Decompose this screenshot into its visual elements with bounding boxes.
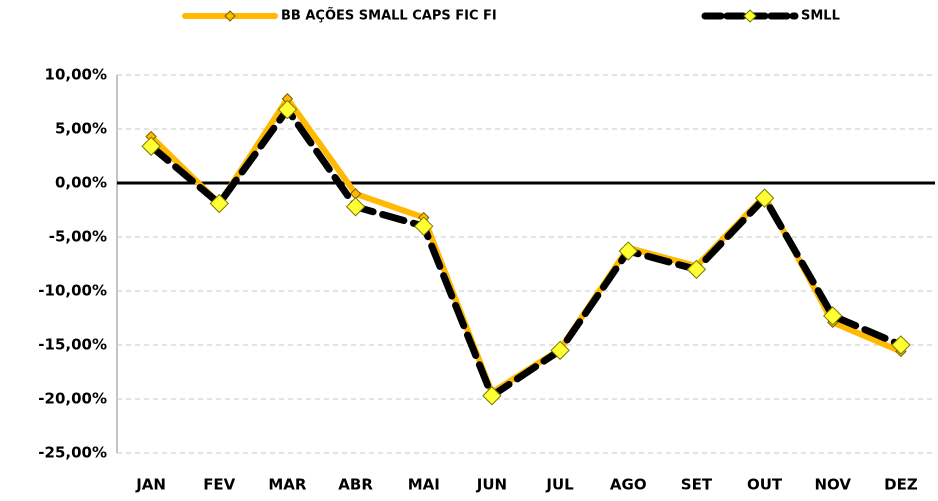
x-tick-label: OUT <box>747 476 783 494</box>
x-tick-label: NOV <box>814 476 851 494</box>
series-line <box>147 106 905 400</box>
marker <box>891 335 911 355</box>
marker <box>754 188 775 208</box>
x-tick-label: ABR <box>338 476 373 494</box>
x-tick-label: SET <box>681 476 713 494</box>
marker <box>345 197 366 217</box>
y-tick-label: -20,00% <box>38 390 107 408</box>
marker <box>209 193 229 214</box>
y-tick-label: 0,00% <box>55 174 107 192</box>
marker <box>618 241 638 261</box>
x-tick-label: MAI <box>408 476 440 494</box>
legend-label: SMLL <box>801 9 840 24</box>
y-tick-label: -10,00% <box>38 282 107 300</box>
x-tick-label: MAR <box>268 476 307 494</box>
x-tick-label: JAN <box>135 476 166 494</box>
marker <box>550 340 570 361</box>
y-tick-label: -15,00% <box>38 336 107 354</box>
marker <box>482 386 502 406</box>
legend-marker <box>743 9 757 23</box>
y-tick-label: 10,00% <box>45 66 107 84</box>
marker <box>414 216 434 236</box>
x-tick-label: AGO <box>610 476 647 494</box>
x-tick-label: DEZ <box>884 476 918 494</box>
legend-label: BB AÇÕES SMALL CAPS FIC FI <box>281 8 497 24</box>
x-tick-label: JUN <box>476 476 507 494</box>
marker <box>141 136 161 156</box>
marker <box>686 259 707 280</box>
legend-marker <box>224 10 236 22</box>
x-tick-label: JUL <box>545 476 574 494</box>
marker <box>277 99 298 120</box>
y-tick-label: 5,00% <box>55 120 107 138</box>
y-tick-label: -5,00% <box>49 228 107 246</box>
x-tick-label: FEV <box>203 476 235 494</box>
marker <box>823 306 843 326</box>
y-tick-label: -25,00% <box>38 444 107 462</box>
